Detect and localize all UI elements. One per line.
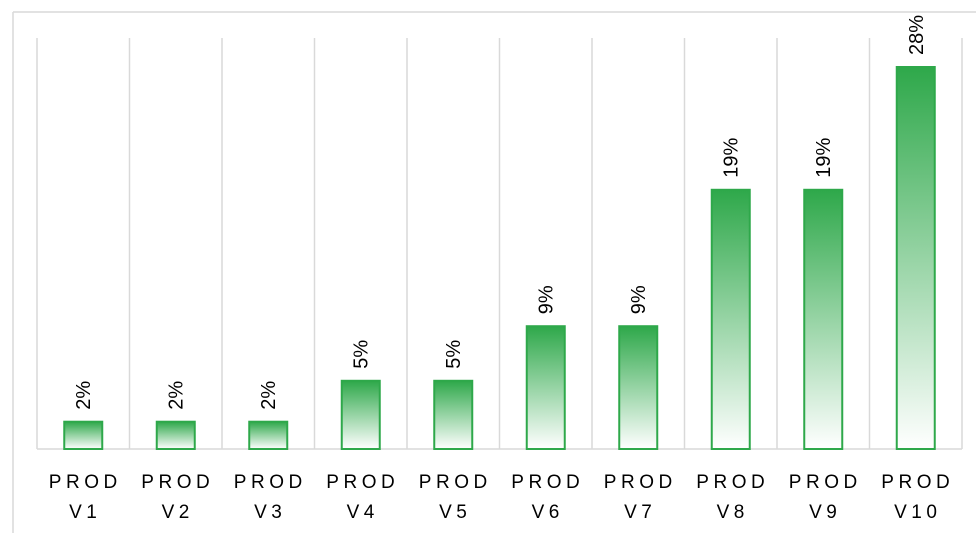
x-tick-label: PROD [326, 472, 399, 493]
x-tick-label: PROD [234, 472, 307, 493]
bar [897, 67, 935, 449]
x-tick-label: PROD [49, 472, 122, 493]
x-tick-label: V8 [717, 502, 749, 523]
x-tick-label: V2 [162, 502, 194, 523]
bar [64, 422, 102, 449]
x-tick-label: PROD [696, 472, 769, 493]
x-tick-label: V5 [439, 502, 471, 523]
x-tick-label: PROD [419, 472, 492, 493]
x-tick-label: V6 [532, 502, 564, 523]
x-tick-label: V10 [894, 502, 941, 523]
x-tick-label: PROD [881, 472, 954, 493]
bar [157, 422, 195, 449]
x-tick-label: V7 [624, 502, 656, 523]
data-label: 2% [258, 381, 280, 410]
data-label: 19% [813, 138, 835, 178]
data-label: 2% [73, 381, 95, 410]
data-label: 9% [628, 285, 650, 314]
bar [804, 190, 842, 449]
bar [249, 422, 287, 449]
bar [342, 381, 380, 449]
bar [434, 381, 472, 449]
data-label: 9% [536, 285, 558, 314]
data-label: 5% [351, 340, 373, 369]
x-tick-label: PROD [511, 472, 584, 493]
x-tick-label: V4 [347, 502, 379, 523]
x-tick-label: V9 [809, 502, 841, 523]
data-label: 28% [906, 15, 928, 55]
x-tick-label: V3 [254, 502, 286, 523]
bar [619, 326, 657, 449]
data-labels: 2% 2% 2% 5% 5% 9% 9% 19% 19% 28% [73, 15, 928, 410]
x-tick-label: V1 [69, 502, 101, 523]
data-label: 2% [166, 381, 188, 410]
bar [712, 190, 750, 449]
x-tick-label: PROD [604, 472, 677, 493]
data-label: 19% [721, 138, 743, 178]
x-axis-tick-labels: PROD V1 PROD V2 PROD V3 PROD V4 PROD V5 PROD V6 PROD… [49, 472, 954, 523]
x-tick-label: PROD [789, 472, 862, 493]
bar [527, 326, 565, 449]
x-tick-label: PROD [141, 472, 214, 493]
data-label: 5% [443, 340, 465, 369]
